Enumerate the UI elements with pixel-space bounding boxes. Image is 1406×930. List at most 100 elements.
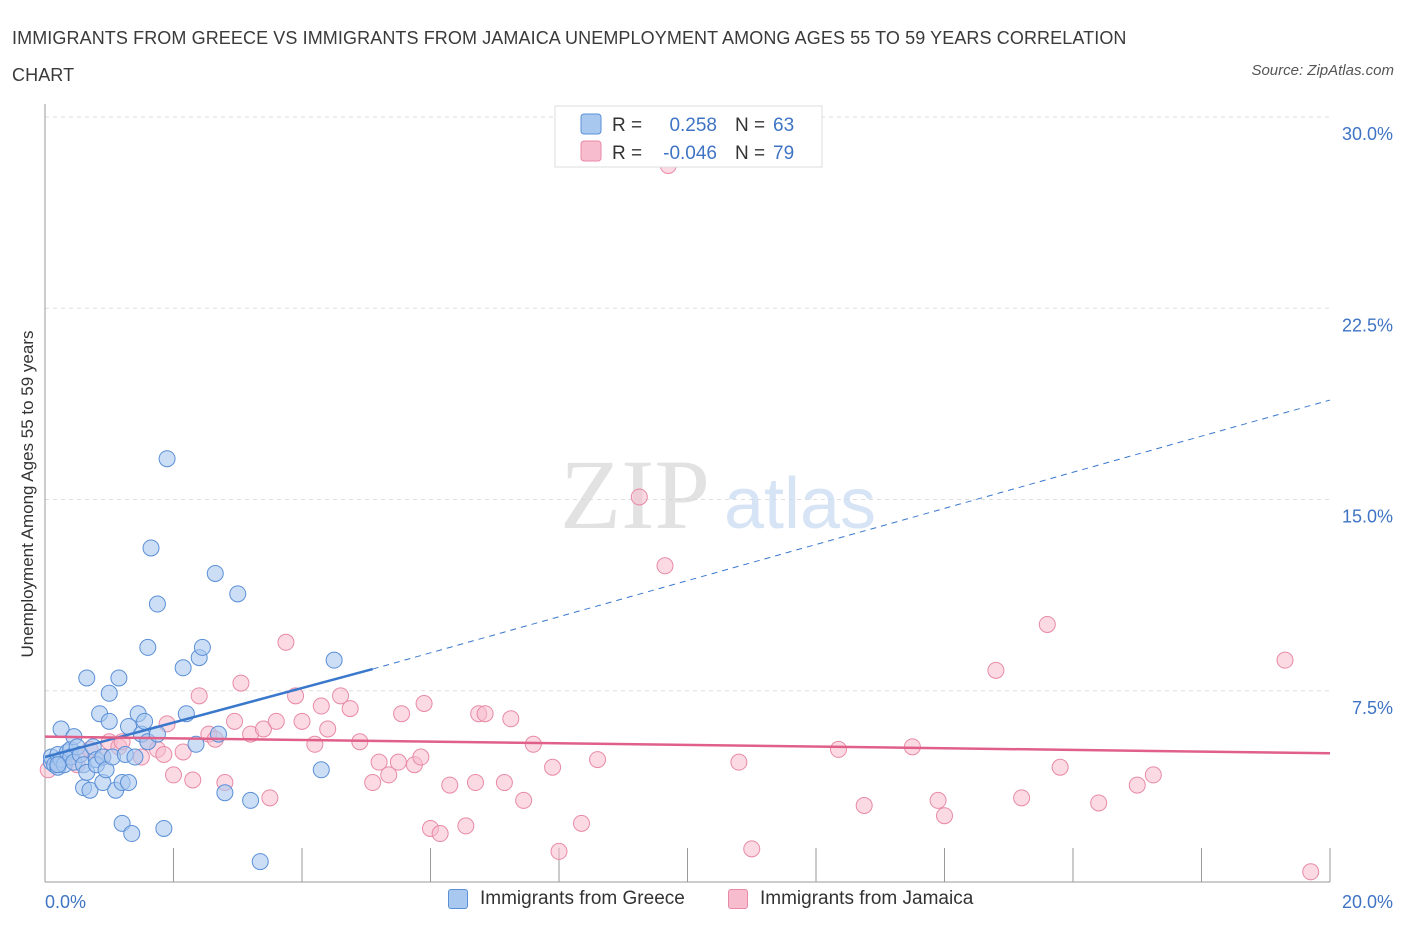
greece-point-27 — [100, 684, 118, 702]
source-label: Source: ZipAtlas.com — [1251, 62, 1394, 79]
jamaica-point-18 — [190, 687, 208, 705]
jamaica-point-69 — [936, 807, 953, 825]
greece-point-41 — [136, 712, 154, 730]
tick-labels: 7.5% 15.0% 22.5% 30.0% 0.0% 20.0% — [45, 124, 1393, 912]
jamaica-point-31 — [306, 735, 324, 753]
legend-label-greece: Immigrants from Greece — [480, 888, 685, 909]
jamaica-point-35 — [341, 700, 359, 718]
y-tick-label-0: 7.5% — [1352, 698, 1393, 718]
stats-legend: R = 0.258 N = 63 R = -0.046 N = 79 — [554, 105, 823, 168]
greece-point-58 — [242, 791, 260, 809]
trend-lines — [44, 399, 1331, 759]
greece-trend-line — [44, 667, 373, 759]
y-axis-label: Unemployment Among Ages 55 to 59 years — [18, 331, 37, 658]
grid-lines — [45, 116, 1330, 692]
greece-point-19 — [81, 781, 99, 799]
axes — [44, 104, 1331, 883]
greece-point-31 — [110, 669, 128, 687]
jamaica-point-74 — [1090, 794, 1108, 812]
greece-point-47 — [155, 819, 173, 837]
y-tick-label-2: 22.5% — [1342, 315, 1393, 335]
greece-point-46 — [148, 595, 166, 613]
jamaica-point-30 — [293, 712, 311, 730]
jamaica-point-17 — [184, 771, 202, 789]
jamaica-point-72 — [1038, 615, 1056, 633]
jamaica-point-51 — [476, 705, 494, 723]
jamaica-point-53 — [502, 710, 520, 728]
greece-point-59 — [251, 853, 269, 871]
greece-point-53 — [193, 638, 211, 656]
greece-point-37 — [123, 825, 141, 843]
legend-r-label-1: R = — [612, 115, 642, 136]
legend-n-label-1: N = — [735, 115, 765, 136]
jamaica-point-25 — [254, 720, 272, 738]
legend-n-label-2: N = — [735, 143, 765, 164]
jamaica-point-57 — [550, 842, 568, 860]
jamaica-point-22 — [226, 712, 244, 730]
jamaica-point-66 — [855, 797, 873, 814]
x-tick-label-1: 20.0% — [1342, 892, 1393, 912]
legend-item-jamaica: Immigrants from Jamaica — [728, 888, 973, 910]
jamaica-point-37 — [364, 774, 382, 792]
greece-point-51 — [187, 735, 205, 753]
greece-point-61 — [325, 651, 343, 669]
legend-item-greece: Immigrants from Greece — [448, 888, 685, 910]
jamaica-point-34 — [332, 687, 350, 705]
jamaica-point-68 — [929, 791, 947, 809]
x-tick-label-0: 0.0% — [45, 892, 86, 912]
watermark-atlas: atlas — [724, 464, 876, 544]
jamaica-point-40 — [389, 753, 407, 771]
jamaica-point-28 — [277, 633, 295, 651]
jamaica-point-16 — [174, 743, 192, 761]
legend-r-value-1: 0.258 — [669, 115, 717, 136]
y-tick-label-3: 30.0% — [1342, 124, 1393, 144]
greece-trend-extension — [372, 399, 1331, 670]
jamaica-point-65 — [829, 740, 847, 758]
jamaica-point-60 — [630, 488, 648, 506]
jamaica-point-23 — [232, 674, 250, 692]
greece-point-38 — [126, 748, 144, 766]
greece-point-57 — [229, 585, 247, 603]
legend-r-label-2: R = — [612, 143, 642, 164]
jamaica-point-47 — [441, 776, 459, 794]
series-legend: Immigrants from Greece Immigrants from J… — [0, 888, 1406, 918]
greece-point-28 — [100, 712, 118, 730]
jamaica-point-78 — [1302, 863, 1320, 881]
jamaica-point-46 — [431, 825, 449, 843]
y-tick-label-1: 15.0% — [1342, 507, 1393, 527]
jamaica-point-13 — [155, 746, 173, 763]
greece-point-18 — [78, 669, 96, 687]
jamaica-point-61 — [656, 557, 674, 575]
jamaica-point-63 — [730, 753, 748, 771]
greece-point-56 — [216, 784, 234, 802]
jamaica-point-32 — [312, 697, 330, 715]
jamaica-point-26 — [261, 789, 279, 807]
jamaica-point-48 — [457, 817, 475, 835]
jamaica-point-54 — [515, 791, 533, 809]
legend-jamaica-swatch — [580, 140, 602, 162]
legend-n-value-1: 63 — [773, 115, 794, 136]
legend-r-value-2: -0.046 — [663, 143, 717, 164]
jamaica-point-52 — [495, 774, 513, 792]
chart-title: IMMIGRANTS FROM GREECE VS IMMIGRANTS FRO… — [12, 28, 1127, 85]
jamaica-point-38 — [370, 753, 388, 771]
jamaica-point-75 — [1128, 776, 1146, 794]
greece-point-44 — [142, 539, 160, 557]
jamaica-point-71 — [1013, 789, 1031, 807]
jamaica-point-39 — [380, 766, 398, 784]
jamaica-trend-line — [44, 735, 1331, 755]
greece-swatch — [448, 889, 468, 909]
jamaica-point-64 — [743, 840, 761, 858]
jamaica-point-59 — [589, 751, 607, 769]
jamaica-point-44 — [415, 695, 433, 712]
greece-point-42 — [139, 638, 157, 656]
jamaica-point-43 — [412, 748, 430, 766]
jamaica-point-55 — [524, 735, 542, 753]
jamaica-point-41 — [393, 705, 411, 723]
greece-points — [42, 450, 343, 871]
jamaica-point-33 — [319, 720, 337, 738]
legend-n-value-2: 79 — [773, 143, 794, 164]
jamaica-point-77 — [1276, 651, 1294, 669]
greece-point-60 — [312, 761, 330, 779]
